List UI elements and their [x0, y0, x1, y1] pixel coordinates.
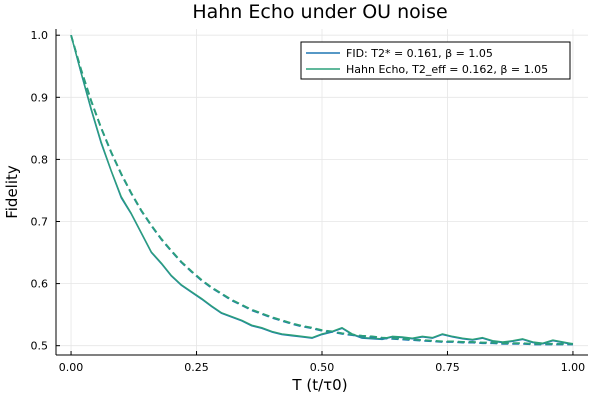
tick-labels: 0.00 0.25 0.50 0.75 1.00 0.5 0.6 0.7 0.8 0.9 1.0: [31, 29, 586, 374]
y-tick-label: 1.0: [31, 29, 49, 42]
y-tick-label: 0.9: [31, 91, 49, 104]
legend-label-fid: FID: T2* = 0.161, β = 1.05: [346, 47, 493, 60]
y-axis-title: Fidelity: [3, 165, 21, 219]
axes: [55, 29, 588, 356]
y-tick-label: 0.6: [31, 278, 49, 291]
x-tick-label: 0.50: [310, 361, 335, 374]
legend-box: [300, 41, 571, 80]
legend: FID: T2* = 0.161, β = 1.05 Hahn Echo, T2…: [300, 41, 571, 80]
legend-label-hahn-echo: Hahn Echo, T2_eff = 0.162, β = 1.05: [346, 63, 548, 76]
hahn-echo-line: [70, 35, 574, 345]
x-tick-label: 0.75: [435, 361, 460, 374]
x-tick-label: 0.00: [59, 361, 84, 374]
x-axis-title: T (t/τ0): [291, 376, 347, 394]
grid: [56, 29, 588, 355]
hahn-echo-fit-line: [70, 34, 573, 345]
x-tick-label: 1.00: [561, 361, 586, 374]
y-tick-label: 0.5: [31, 340, 49, 353]
y-tick-label: 0.8: [31, 153, 49, 166]
x-tick-label: 0.25: [184, 361, 209, 374]
y-tick-label: 0.7: [31, 215, 49, 228]
chart-title: Hahn Echo under OU noise: [192, 1, 447, 23]
series-layer: [70, 34, 574, 346]
